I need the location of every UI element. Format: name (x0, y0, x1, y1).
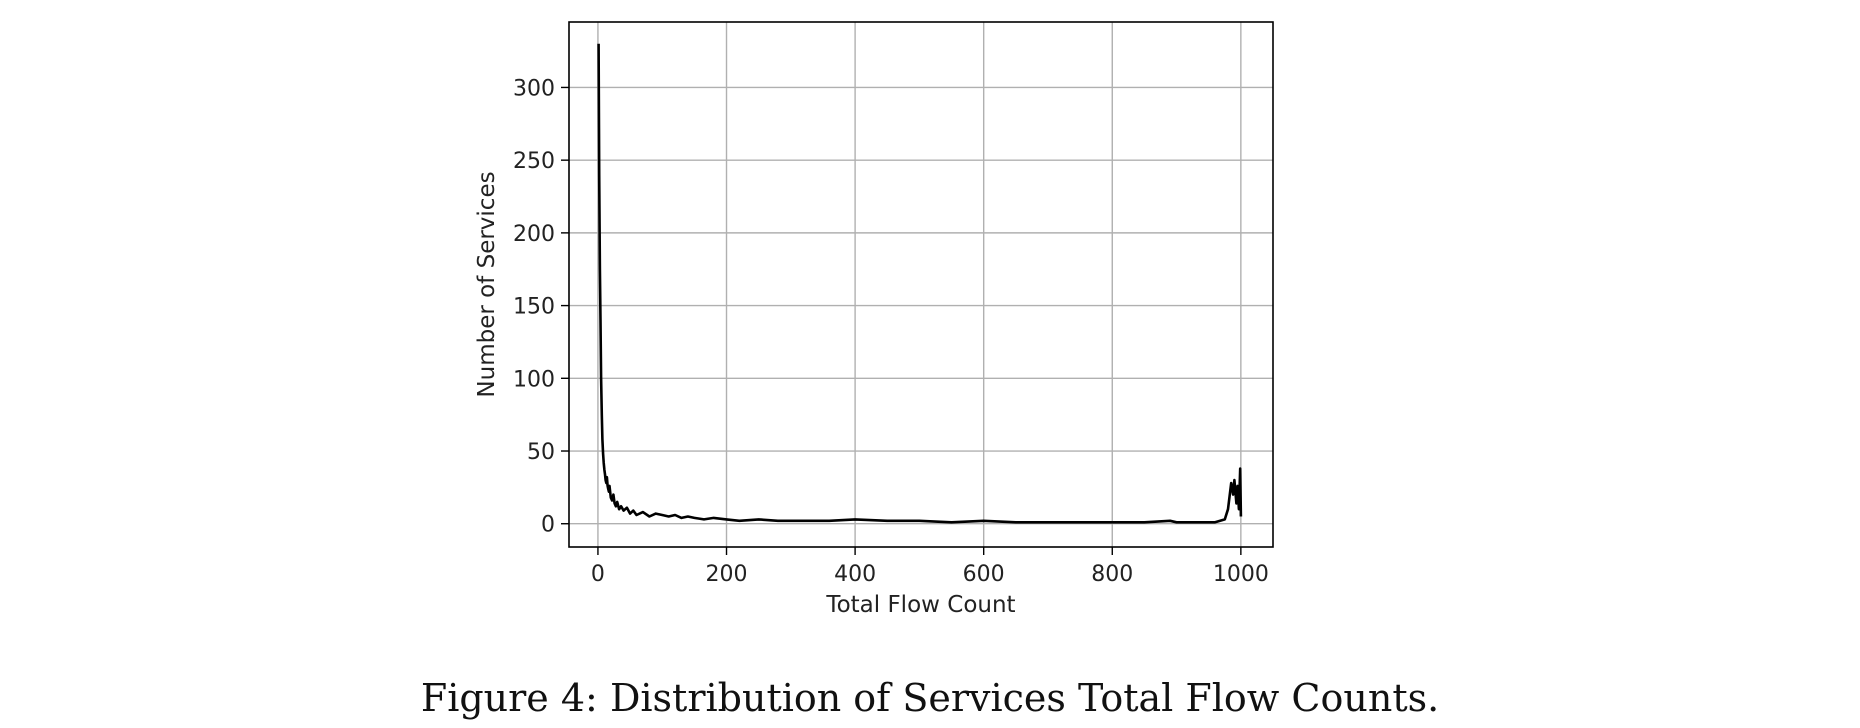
x-axis-ticks: 0 200 400 600 800 1000 (591, 547, 1269, 587)
x-tick-label: 800 (1091, 562, 1133, 587)
plot-area (597, 43, 1243, 524)
y-tick-label: 300 (513, 76, 555, 101)
x-tick-label: 600 (963, 562, 1005, 587)
y-tick-label: 250 (513, 149, 555, 174)
y-tick-label: 100 (513, 367, 555, 392)
y-tick-label: 200 (513, 222, 555, 247)
figure-caption: Figure 4: Distribution of Services Total… (420, 676, 1440, 720)
x-tick-label: 1000 (1213, 562, 1269, 587)
y-axis-label: Number of Services (474, 171, 500, 397)
x-axis-label: Total Flow Count (825, 592, 1015, 618)
grid (569, 22, 1273, 547)
y-tick-label: 50 (527, 440, 555, 465)
x-tick-label: 200 (706, 562, 748, 587)
x-tick-label: 0 (591, 562, 605, 587)
series-line (597, 43, 1243, 524)
y-tick-label: 0 (541, 513, 555, 538)
y-tick-label: 150 (513, 295, 555, 320)
y-axis-ticks: 0 50 100 150 200 250 300 (513, 76, 569, 538)
plot-frame (568, 21, 1274, 548)
x-tick-label: 400 (834, 562, 876, 587)
